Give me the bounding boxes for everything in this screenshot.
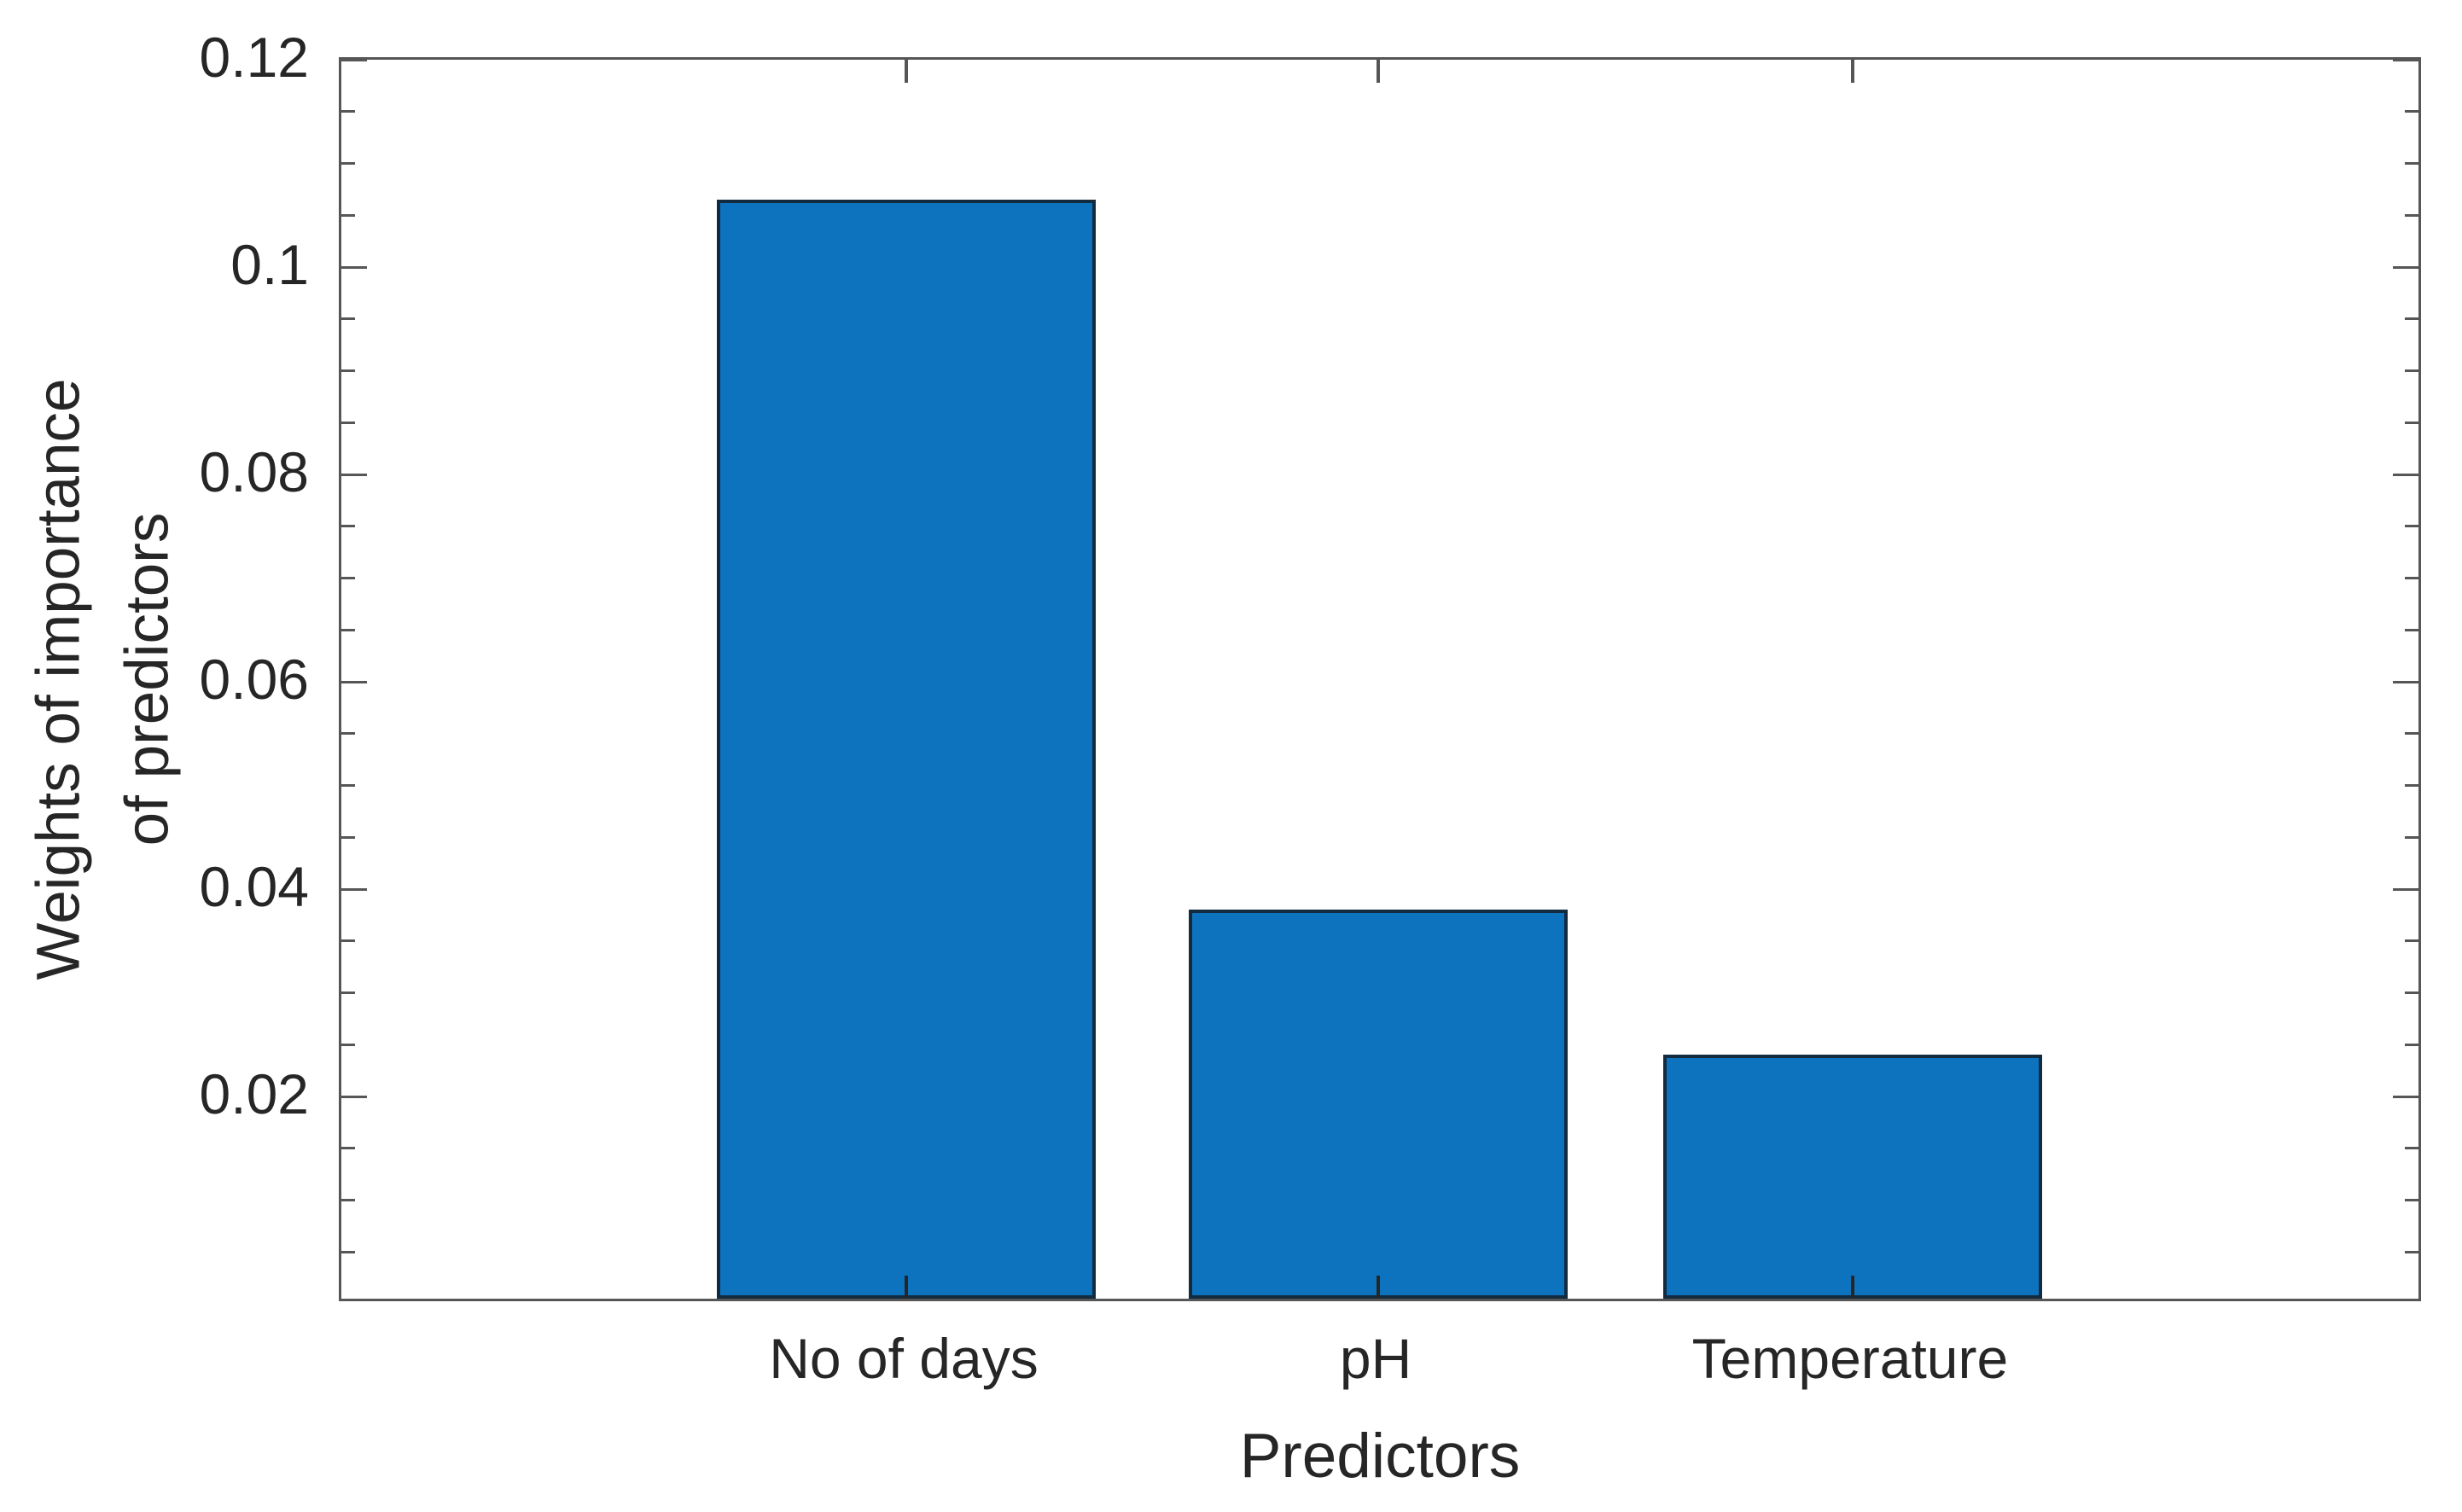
- bar-no-of-days: [716, 200, 1096, 1299]
- y-tick-label: 0.1: [230, 233, 309, 296]
- y-minor-tick: [341, 1199, 355, 1201]
- y-major-tick: [341, 58, 367, 61]
- y-major-tick: [341, 265, 367, 269]
- y-minor-tick: [341, 577, 355, 579]
- y-major-tick: [2393, 473, 2418, 476]
- y-major-tick: [341, 473, 367, 476]
- y-minor-tick: [341, 317, 355, 321]
- x-tick: [1377, 1276, 1381, 1299]
- y-minor-tick: [341, 628, 355, 631]
- y-minor-tick: [2405, 732, 2418, 736]
- y-minor-tick: [2405, 525, 2418, 528]
- x-tick: [1850, 1276, 1854, 1299]
- x-tick-label: Temperature: [1691, 1327, 2009, 1390]
- y-minor-tick: [341, 835, 355, 839]
- y-minor-tick: [341, 1147, 355, 1150]
- x-tick-mirror: [904, 60, 908, 83]
- y-minor-tick: [2405, 992, 2418, 994]
- y-tick-label: 0.02: [199, 1062, 309, 1125]
- y-tick-label: 0.04: [199, 855, 309, 918]
- y-minor-tick: [2405, 1043, 2418, 1046]
- y-minor-tick: [2405, 628, 2418, 631]
- y-minor-tick: [2405, 369, 2418, 372]
- y-minor-tick: [2405, 577, 2418, 579]
- y-minor-tick: [2405, 213, 2418, 217]
- y-tick-label: 0.06: [199, 648, 309, 711]
- y-minor-tick: [341, 732, 355, 736]
- x-tick-label: No of days: [769, 1327, 1039, 1390]
- y-minor-tick: [341, 1043, 355, 1046]
- x-tick-mirror: [1377, 60, 1381, 83]
- x-tick: [904, 1276, 908, 1299]
- x-tick-label: pH: [1339, 1327, 1412, 1390]
- y-major-tick: [341, 680, 367, 683]
- y-minor-tick: [341, 162, 355, 165]
- y-major-tick: [2393, 265, 2418, 269]
- y-minor-tick: [2405, 162, 2418, 165]
- y-major-tick: [2393, 58, 2418, 61]
- y-minor-tick: [341, 213, 355, 217]
- y-tick-label: 0.08: [199, 440, 309, 503]
- y-minor-tick: [2405, 1199, 2418, 1201]
- x-tick-mirror: [1850, 60, 1854, 83]
- y-minor-tick: [2405, 110, 2418, 113]
- y-minor-tick: [341, 369, 355, 372]
- bar-ph: [1189, 910, 1569, 1299]
- y-minor-tick: [341, 1250, 355, 1253]
- y-minor-tick: [2405, 939, 2418, 943]
- y-minor-tick: [341, 784, 355, 787]
- x-axis-title: Predictors: [1239, 1422, 1521, 1491]
- y-minor-tick: [341, 525, 355, 528]
- y-minor-tick: [2405, 1147, 2418, 1150]
- y-minor-tick: [2405, 835, 2418, 839]
- y-minor-tick: [2405, 784, 2418, 787]
- y-major-tick: [341, 887, 367, 891]
- y-tick-label: 0.12: [199, 26, 309, 89]
- plot-area: [339, 57, 2421, 1301]
- y-minor-tick: [341, 421, 355, 424]
- y-minor-tick: [341, 939, 355, 943]
- y-minor-tick: [2405, 317, 2418, 321]
- y-minor-tick: [341, 992, 355, 994]
- y-major-tick: [2393, 887, 2418, 891]
- y-major-tick: [2393, 1095, 2418, 1098]
- y-major-tick: [341, 1095, 367, 1098]
- bar-temperature: [1662, 1055, 2042, 1299]
- y-minor-tick: [341, 110, 355, 113]
- y-minor-tick: [2405, 421, 2418, 424]
- y-minor-tick: [2405, 1250, 2418, 1253]
- y-major-tick: [2393, 680, 2418, 683]
